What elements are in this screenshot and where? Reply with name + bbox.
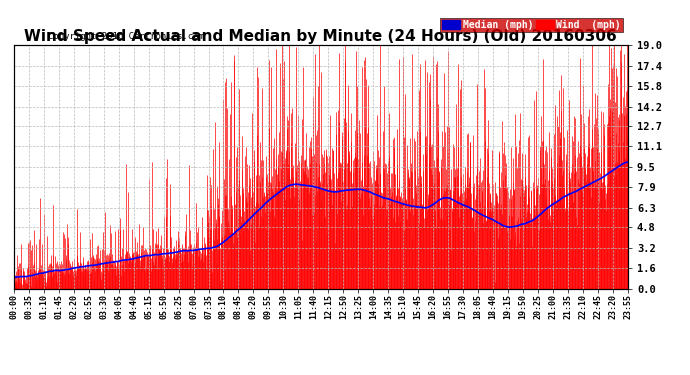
- Legend: Median (mph), Wind  (mph): Median (mph), Wind (mph): [440, 18, 623, 32]
- Title: Wind Speed Actual and Median by Minute (24 Hours) (Old) 20160306: Wind Speed Actual and Median by Minute (…: [24, 29, 618, 44]
- Text: Copyright 2016 Cartronics.com: Copyright 2016 Cartronics.com: [48, 32, 204, 41]
